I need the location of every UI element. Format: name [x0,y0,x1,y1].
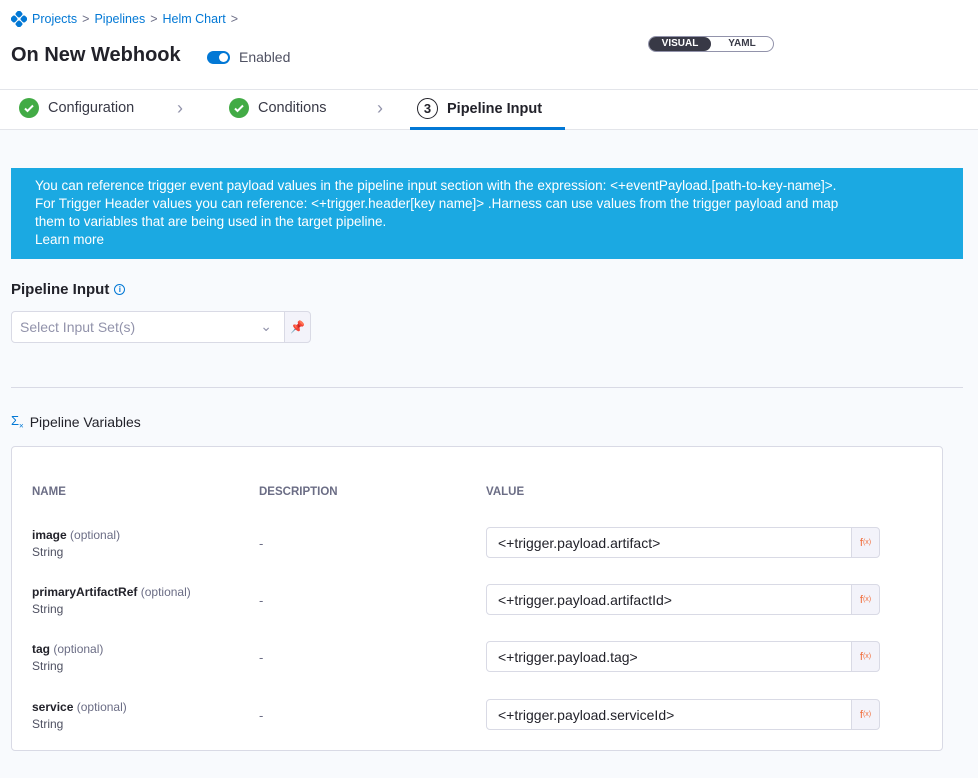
page-title: On New Webhook [11,44,181,66]
breadcrumb-pipelines[interactable]: Pipelines [94,12,146,26]
select-placeholder: Select Input Set(s) [20,319,136,335]
variable-value-input[interactable]: <+trigger.payload.serviceId> [486,699,852,730]
variable-description: - [259,536,264,551]
chevron-right-icon: › [177,98,183,118]
variable-name: service [32,700,74,714]
info-banner: You can reference trigger event payload … [11,168,963,259]
expression-fx-icon[interactable]: f (x) [851,641,880,672]
tab-configuration[interactable]: Configuration [19,98,134,118]
breadcrumb-projects[interactable]: Projects [32,12,78,26]
step-number: 3 [417,98,438,119]
tab-pipeline-input[interactable]: 3 Pipeline Input [417,98,542,119]
column-header-value: VALUE [486,486,525,498]
table-row: service (optional) String - <+trigger.pay… [12,699,942,739]
variable-type: String [32,659,64,673]
variable-description: - [259,650,264,665]
variable-value-input[interactable]: <+trigger.payload.artifact> [486,527,852,558]
heading-text: Pipeline Input [11,281,110,298]
heading-text: Pipeline Variables [29,413,141,430]
pin-icon[interactable]: 📌 [284,311,311,343]
tab-label: Conditions [258,100,327,116]
tab-label: Configuration [48,100,135,116]
variable-value-input[interactable]: <+trigger.payload.tag> [486,641,852,672]
tab-conditions[interactable]: Conditions [229,98,327,118]
info-icon[interactable]: i [114,284,126,295]
pipeline-input-heading: Pipeline Input i [11,281,126,298]
chevron-down-icon: ⌄ [260,318,272,334]
variable-name-cell: service (optional) String [32,699,127,733]
breadcrumb: Projects > Pipelines > Helm Chart > [11,11,238,27]
variable-name: primaryArtifactRef [32,585,138,599]
optional-label: (optional) [53,642,104,656]
view-toggle: VISUAL YAML [648,36,774,52]
optional-label: (optional) [140,585,191,599]
active-tab-indicator [410,127,565,130]
variable-name: tag [32,642,50,656]
column-header-description: DESCRIPTION [259,486,338,498]
variable-description: - [259,708,264,723]
enabled-toggle[interactable] [207,51,230,64]
variable-name: image [32,528,67,542]
tab-label: Pipeline Input [447,100,543,117]
input-set-select[interactable]: Select Input Set(s) ⌄ [11,311,285,343]
breadcrumb-helm-chart[interactable]: Helm Chart [162,12,226,26]
variable-value-input[interactable]: <+trigger.payload.artifactId> [486,584,852,615]
variables-table: NAME DESCRIPTION VALUE image (optional) S… [11,446,943,751]
enabled-label: Enabled [239,49,291,65]
banner-text: For Trigger Header values you can refere… [35,196,839,211]
table-row: image (optional) String - <+trigger.paylo… [12,527,942,567]
table-row: tag (optional) String - <+trigger.payload… [12,641,942,681]
variable-type: String [32,717,64,731]
expression-fx-icon[interactable]: f (x) [851,584,880,615]
variable-name-cell: primaryArtifactRef (optional) String [32,584,191,618]
variable-description: - [259,593,264,608]
visual-view-button[interactable]: VISUAL [649,37,711,51]
variable-name-cell: image (optional) String [32,527,120,561]
banner-text: them to variables that are being used in… [35,214,387,229]
chevron-right-icon: › [377,98,383,118]
yaml-view-button[interactable]: YAML [728,38,756,49]
harness-logo-icon [11,11,27,27]
variable-name-cell: tag (optional) String [32,641,103,675]
variables-icon: Σ× [11,413,24,431]
expression-fx-icon[interactable]: f (x) [851,527,880,558]
column-header-name: NAME [32,486,66,498]
pipeline-variables-heading: Σ× Pipeline Variables [11,413,141,431]
check-circle-icon [19,98,39,118]
optional-label: (optional) [70,528,121,542]
learn-more-link[interactable]: Learn more [35,232,105,247]
variable-type: String [32,545,64,559]
optional-label: (optional) [76,700,127,714]
header: Projects > Pipelines > Helm Chart > On New … [0,0,978,130]
banner-text: You can reference trigger event payload … [35,178,837,193]
expression-fx-icon[interactable]: f (x) [851,699,880,730]
check-circle-icon [229,98,249,118]
table-row: primaryArtifactRef (optional) String - <+… [12,584,942,624]
variable-type: String [32,602,64,616]
